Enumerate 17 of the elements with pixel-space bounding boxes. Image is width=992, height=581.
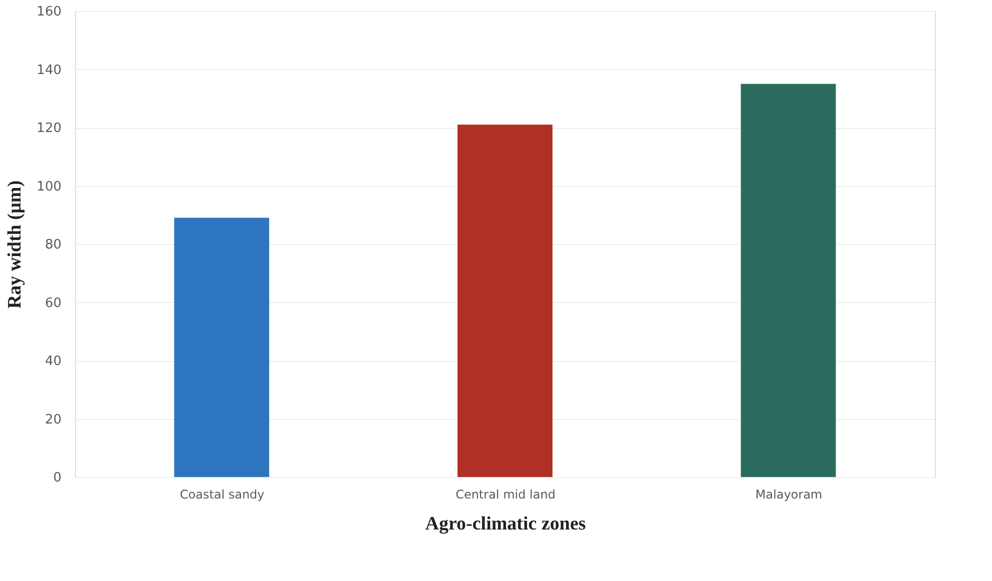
y-tick-label: 60 [44,296,62,311]
y-tick-label: 80 [44,238,62,252]
y-tick-label: 160 [36,4,62,20]
y-tick-label: 40 [44,354,62,369]
bar [174,218,270,477]
y-tick-label: 120 [36,121,62,136]
x-tick-label: Malayoram [755,488,822,502]
y-tick-label: 20 [44,412,62,428]
x-tick-label: Central mid land [456,488,556,502]
bar [740,84,836,477]
y-tick-label: 100 [36,179,62,194]
y-axis-title: Ray width (µm) [4,180,26,309]
bar [458,124,552,477]
y-tick-label: 0 [53,470,62,486]
x-axis-title: Agro-climatic zones [425,514,586,534]
x-tick-label: Coastal sandy [180,488,264,502]
y-tick-label: 140 [36,62,62,78]
